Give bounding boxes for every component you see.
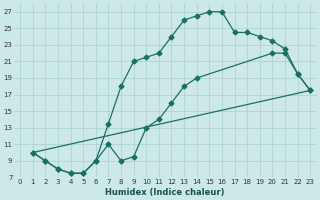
X-axis label: Humidex (Indice chaleur): Humidex (Indice chaleur) [106,188,225,197]
